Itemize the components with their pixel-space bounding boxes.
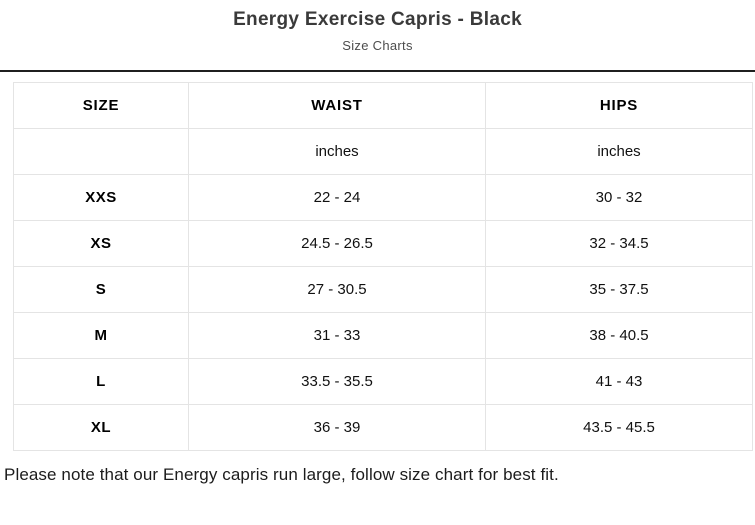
size-label: S — [13, 266, 189, 313]
hips-value: 43.5 - 45.5 — [485, 404, 753, 451]
units-cell-hips: inches — [485, 128, 753, 175]
hips-value: 41 - 43 — [485, 358, 753, 405]
size-chart-header: Energy Exercise Capris - Black Size Char… — [0, 0, 755, 70]
hips-value: 38 - 40.5 — [485, 312, 753, 359]
waist-value: 24.5 - 26.5 — [188, 220, 486, 267]
hips-value: 32 - 34.5 — [485, 220, 753, 267]
waist-value: 31 - 33 — [188, 312, 486, 359]
table-header-row: SIZE WAIST HIPS — [13, 82, 753, 129]
table-row-m: M 31 - 33 38 - 40.5 — [13, 312, 753, 359]
table-row-s: S 27 - 30.5 35 - 37.5 — [13, 266, 753, 313]
size-label: XS — [13, 220, 189, 267]
size-label: L — [13, 358, 189, 405]
table-row-xs: XS 24.5 - 26.5 32 - 34.5 — [13, 220, 753, 267]
table-row-xl: XL 36 - 39 43.5 - 45.5 — [13, 404, 753, 451]
page-title: Energy Exercise Capris - Black — [233, 9, 522, 30]
hips-value: 35 - 37.5 — [485, 266, 753, 313]
fit-note: Please note that our Energy capris run l… — [4, 465, 559, 484]
units-cell-size — [13, 128, 189, 175]
column-header-size: SIZE — [13, 82, 189, 129]
waist-value: 27 - 30.5 — [188, 266, 486, 313]
units-row: inches inches — [13, 128, 753, 175]
column-header-waist: WAIST — [188, 82, 486, 129]
header-divider — [0, 70, 755, 72]
hips-value: 30 - 32 — [485, 174, 753, 221]
waist-value: 36 - 39 — [188, 404, 486, 451]
size-label: XXS — [13, 174, 189, 221]
size-label: M — [13, 312, 189, 359]
size-chart-table: SIZE WAIST HIPS inches inches XXS 22 - 2… — [13, 82, 753, 451]
waist-value: 33.5 - 35.5 — [188, 358, 486, 405]
size-label: XL — [13, 404, 189, 451]
table-row-l: L 33.5 - 35.5 41 - 43 — [13, 358, 753, 405]
waist-value: 22 - 24 — [188, 174, 486, 221]
table-row-xxs: XXS 22 - 24 30 - 32 — [13, 174, 753, 221]
column-header-hips: HIPS — [485, 82, 753, 129]
units-cell-waist: inches — [188, 128, 486, 175]
page-subtitle: Size Charts — [342, 38, 413, 53]
